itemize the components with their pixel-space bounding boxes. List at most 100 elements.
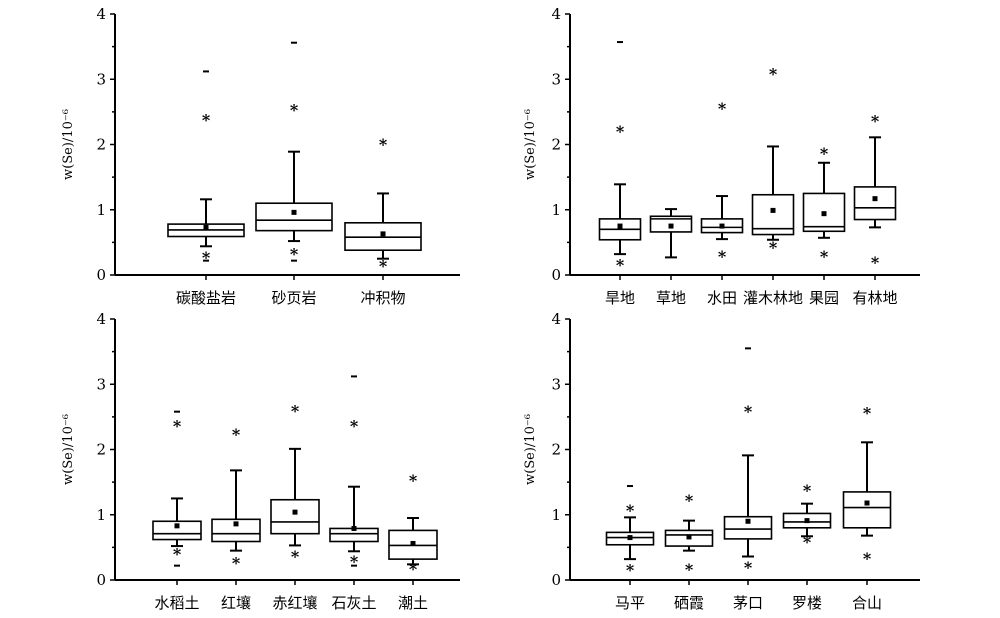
x-tick-label: 茅口: [733, 594, 763, 612]
y-tick-label: 4: [551, 310, 561, 328]
outlier-star: *: [626, 501, 635, 520]
outlier-star: *: [769, 64, 778, 83]
outlier-star: *: [820, 247, 829, 266]
outlier-star: *: [616, 122, 625, 141]
y-axis-label: w(Se)/10⁻⁶: [523, 109, 538, 180]
y-tick-label: 3: [96, 375, 106, 393]
mean-marker: [292, 509, 298, 515]
mean-marker: [203, 224, 209, 230]
iqr-box: [842, 491, 892, 529]
y-tick-label: 2: [551, 136, 561, 154]
y-tick-label: 1: [551, 506, 561, 524]
outlier-star: *: [820, 144, 829, 163]
y-tick-label: 1: [551, 201, 561, 219]
iqr-box: [723, 515, 773, 540]
mean-marker: [686, 534, 692, 540]
box-1: **: [598, 41, 642, 275]
outlier-star: *: [379, 135, 388, 154]
mean-marker: [233, 521, 239, 527]
outlier-star: *: [685, 491, 694, 510]
x-tick-label: 石灰土: [331, 594, 376, 612]
outlier-star: *: [232, 553, 241, 572]
y-tick-label: 2: [551, 441, 561, 459]
outlier-star: *: [718, 247, 727, 266]
x-tick-label: 草地: [656, 289, 686, 307]
outlier-star: *: [769, 238, 778, 257]
x-tick-label: 灌木林地: [743, 289, 803, 307]
x-tick-label: 水田: [707, 289, 737, 307]
mean-marker: [770, 207, 776, 213]
outlier-star: *: [232, 425, 241, 444]
y-tick-label: 1: [96, 506, 106, 524]
outlier-star: *: [803, 533, 812, 552]
iqr-box: [853, 186, 897, 221]
outlier-star: *: [685, 560, 694, 579]
mean-marker: [380, 231, 386, 237]
mean-marker: [617, 223, 623, 229]
outlier-star: *: [744, 558, 753, 577]
box-2: **: [211, 425, 261, 572]
iqr-box: [152, 520, 202, 541]
box-5: **: [842, 403, 892, 568]
x-tick-label: 赤红壤: [272, 594, 317, 612]
box-4: **: [751, 64, 795, 257]
x-tick-label: 罗楼: [792, 594, 822, 612]
box-1: **: [167, 70, 245, 267]
mean-marker: [174, 523, 180, 529]
y-tick-label: 0: [551, 571, 561, 589]
box-4: **: [782, 481, 832, 552]
x-tick-label: 果园: [809, 289, 839, 307]
outlier-star: *: [409, 471, 418, 490]
box-5: **: [388, 471, 438, 578]
outlier-star: *: [290, 245, 299, 264]
y-tick-label: 0: [96, 571, 106, 589]
outlier-star: *: [626, 561, 635, 580]
y-tick-label: 4: [96, 5, 106, 23]
y-tick-label: 2: [96, 441, 106, 459]
y-tick-label: 2: [96, 136, 106, 154]
outlier-star: *: [863, 549, 872, 568]
outlier-star: *: [202, 111, 211, 130]
box-2: **: [664, 491, 714, 579]
x-tick-label: 有林地: [852, 289, 897, 307]
outlier-star: *: [871, 111, 880, 130]
outlier-star: *: [202, 248, 211, 267]
y-tick-label: 3: [551, 70, 561, 88]
box-3: **: [344, 135, 422, 275]
outlier-star: *: [616, 256, 625, 275]
outlier-star: *: [863, 403, 872, 422]
x-tick-label: 红壤: [221, 594, 251, 612]
outlier-star: *: [173, 544, 182, 563]
box-1: **: [152, 410, 202, 567]
y-axis-label: w(Se)/10⁻⁶: [61, 414, 76, 485]
outlier-star: *: [379, 256, 388, 275]
mean-marker: [864, 500, 870, 506]
x-tick-label: 马平: [615, 594, 645, 612]
x-tick-label: 潮土: [398, 594, 428, 612]
x-tick-label: 合山: [852, 594, 882, 612]
outlier-star: *: [290, 100, 299, 119]
y-tick-label: 1: [96, 201, 106, 219]
x-tick-label: 砂页岩: [271, 289, 316, 307]
mean-marker: [872, 196, 878, 202]
y-axis-label: w(Se)/10⁻⁶: [61, 109, 76, 180]
outlier-star: *: [871, 253, 880, 272]
mean-marker: [351, 525, 357, 531]
box-6: **: [853, 111, 897, 272]
outlier-star: *: [744, 402, 753, 421]
x-tick-label: 旱地: [605, 289, 635, 307]
mean-marker: [821, 211, 827, 217]
outlier-star: *: [350, 416, 359, 435]
box-3: **: [723, 347, 773, 577]
y-tick-label: 3: [96, 70, 106, 88]
iqr-box: [255, 202, 333, 232]
outlier-star: *: [803, 481, 812, 500]
box-5: **: [802, 144, 846, 266]
box-2: [649, 208, 693, 259]
